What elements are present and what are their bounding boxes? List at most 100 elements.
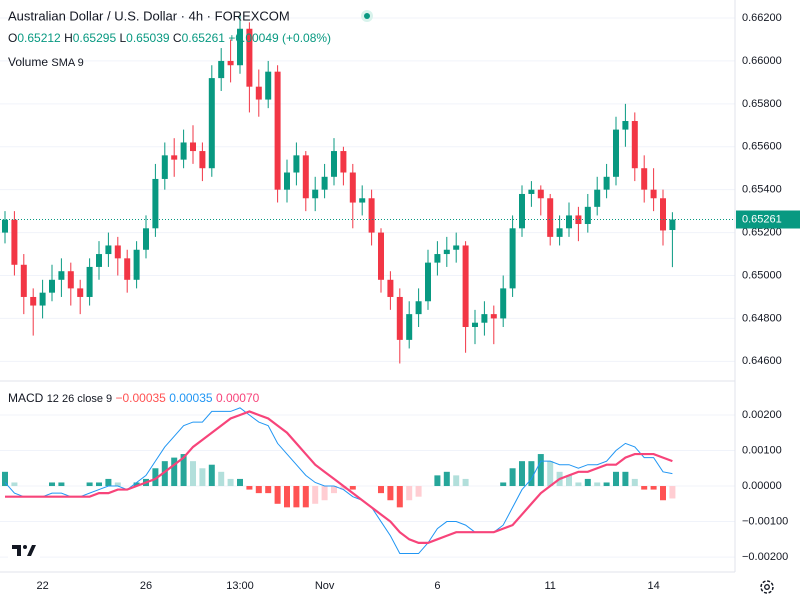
histogram-bar: [641, 486, 648, 490]
histogram-bar: [566, 475, 572, 487]
macd-tick-label: −0.00200: [742, 551, 788, 563]
candle-body: [331, 151, 337, 177]
histogram-bar: [237, 478, 243, 487]
candle-body: [39, 292, 46, 306]
histogram-bar: [434, 475, 441, 487]
candle-body: [603, 176, 610, 190]
candle-body: [547, 198, 554, 237]
tradingview-logo[interactable]: [8, 538, 40, 564]
close-value: 0.65261: [182, 31, 226, 45]
close-label: C: [173, 31, 182, 45]
logo-dot: [23, 545, 27, 549]
time-tick-label: 14: [647, 580, 659, 592]
histogram-value: −0.00035: [115, 391, 166, 405]
histogram-bar: [302, 486, 309, 508]
macd-value: 0.00035: [169, 391, 213, 405]
histogram-bar: [227, 478, 234, 487]
candle-body: [443, 249, 450, 255]
candle-body: [453, 245, 460, 250]
histogram-bar: [509, 468, 516, 487]
macd-tick-label: 0.00200: [742, 409, 782, 421]
histogram-bar: [133, 482, 140, 487]
candle-body: [537, 189, 544, 199]
histogram-bar: [105, 478, 112, 487]
candle-body: [11, 219, 18, 265]
candle-body: [124, 258, 131, 280]
candle-body: [481, 314, 488, 323]
histogram-bar: [274, 486, 281, 504]
histogram-bar: [340, 486, 347, 490]
price-tick-label: 0.66000: [742, 55, 782, 67]
histogram-bar: [396, 486, 403, 508]
time-tick-label: 11: [544, 580, 555, 592]
histogram-bar: [180, 454, 187, 487]
candle-body: [594, 189, 601, 207]
candle-body: [171, 155, 178, 160]
symbol-title[interactable]: Australian Dollar / U.S. Dollar · 4h · F…: [8, 8, 290, 23]
low-label: L: [119, 31, 126, 45]
histogram-bar: [265, 486, 272, 494]
last-price-box: [736, 210, 800, 229]
candle-body: [415, 301, 422, 315]
gear-outline: [760, 580, 774, 594]
candle-body: [96, 254, 102, 267]
histogram-bar: [462, 478, 469, 487]
histogram-bar: [114, 482, 121, 487]
candle-body: [284, 172, 290, 190]
candle-body: [368, 198, 375, 233]
volume-legend[interactable]: Volume SMA 9: [8, 55, 84, 69]
candle-body: [500, 288, 507, 319]
candle-body: [566, 215, 572, 229]
candle-body: [246, 28, 253, 87]
histogram-bar: [443, 471, 450, 487]
histogram-bar: [246, 486, 253, 490]
histogram-bar: [255, 486, 262, 494]
candle-body: [584, 206, 591, 225]
candle-body: [86, 266, 93, 297]
histogram-bar: [575, 482, 582, 487]
settings-gear[interactable]: [760, 580, 774, 594]
histogram-bar: [293, 486, 300, 508]
histogram-bar: [650, 486, 657, 490]
histogram-bar: [321, 486, 328, 501]
ohlc-legend: O0.65212 H0.65295 L0.65039 C0.65261 +0.0…: [8, 31, 331, 45]
candle-body: [227, 60, 234, 66]
macd-legend[interactable]: MACD 12 26 close 9 −0.00035 0.00035 0.00…: [8, 391, 260, 405]
macd-tick-label: −0.00100: [742, 515, 788, 527]
candle-body: [49, 279, 55, 293]
candle-body: [340, 151, 347, 173]
time-tick-label: 26: [140, 580, 152, 592]
candle-body: [293, 155, 300, 173]
candle-body: [20, 264, 27, 297]
candle-body: [519, 193, 525, 229]
candle-body: [406, 314, 413, 340]
candle-body: [180, 142, 187, 160]
market-status-dot: [364, 13, 370, 19]
histogram-bar: [312, 486, 319, 504]
signal-line: [5, 410, 673, 544]
candle-body: [490, 314, 497, 319]
histogram-bar: [631, 478, 638, 487]
time-tick-label: 6: [434, 580, 440, 592]
candle-body: [143, 228, 149, 250]
histogram-bar: [199, 468, 206, 487]
histogram-bar: [584, 478, 591, 487]
candle-body: [359, 198, 366, 203]
price-tick-label: 0.64800: [742, 312, 782, 324]
candle-body: [613, 129, 619, 177]
open-label: O: [8, 31, 17, 45]
candle-body: [265, 71, 272, 100]
histogram-bar: [2, 471, 8, 487]
candle-body: [650, 189, 657, 199]
histogram-bar: [669, 486, 676, 499]
histogram-bar: [519, 461, 525, 487]
price-tick-label: 0.66200: [742, 12, 782, 24]
candle-body: [274, 71, 281, 190]
candle-body: [575, 215, 582, 225]
low-value: 0.65039: [126, 31, 170, 45]
histogram-bar: [406, 486, 413, 501]
candle-body: [660, 198, 666, 231]
price-tick-label: 0.65000: [742, 269, 782, 281]
histogram-bar: [660, 486, 666, 501]
